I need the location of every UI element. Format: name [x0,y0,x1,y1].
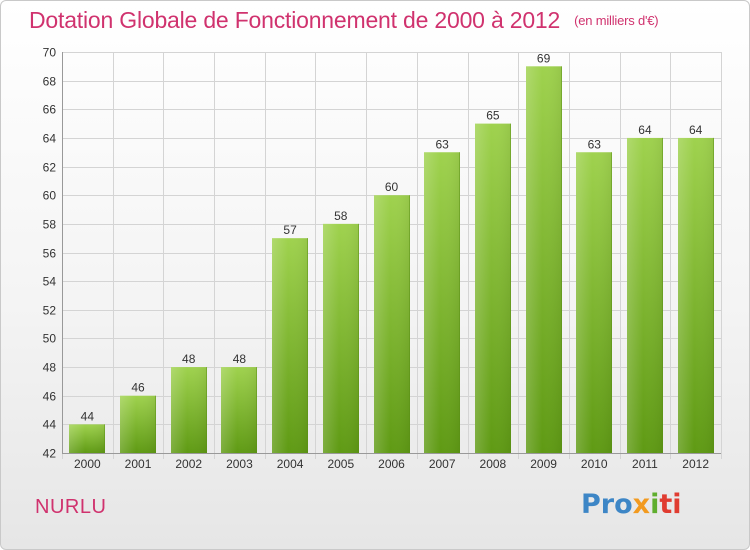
logo-part-3: i [650,489,660,520]
y-tick-label: 42 [43,447,57,461]
x-tick-label: 2010 [581,457,608,471]
y-tick-label: 68 [43,75,57,89]
data-label: 60 [385,180,399,194]
y-tick-label: 66 [43,103,57,117]
bar-shine [374,195,410,453]
data-label: 64 [638,123,652,137]
y-tick-label: 50 [43,332,57,346]
bar-shine [272,238,308,453]
bar-shine [475,123,511,453]
y-tick-label: 58 [43,218,57,232]
data-label: 65 [486,109,500,123]
data-label: 58 [334,209,348,223]
data-label: 63 [436,137,450,151]
bar-shine [424,152,460,453]
bar-shine [323,223,359,453]
bar-shine [576,152,612,453]
x-tick-label: 2001 [125,457,152,471]
bar-shine [69,424,105,453]
y-tick-label: 44 [43,418,57,432]
x-tick-label: 2011 [632,457,658,471]
data-label: 57 [283,223,297,237]
bar-layer [69,66,714,454]
x-tick-label: 2009 [530,457,557,471]
y-tick-label: 54 [43,275,57,289]
y-tick-label: 64 [43,132,57,146]
logo-part-2: x [632,489,651,520]
bar-shine [120,395,156,453]
y-tick-label: 70 [43,46,57,60]
y-tick-label: 56 [43,247,57,261]
proxiti-logo[interactable]: Proxiti [581,489,682,520]
x-tick-label: 2004 [277,457,304,471]
bar-shine [526,66,562,454]
bar-shine [678,137,714,453]
chart-unit: (en milliers d'€) [574,13,659,28]
label-layer: 44 2000 46 2001 48 2002 48 2003 57 2004 58 2005 60 20… [74,51,709,471]
x-tick-label: 2000 [74,457,101,471]
commune-name: NURLU [35,496,107,518]
data-label: 63 [588,137,602,151]
x-tick-label: 2003 [226,457,253,471]
y-tick-label: 62 [43,161,57,175]
y-tick-label: 60 [43,189,57,203]
bar-shine [221,367,257,453]
axis-layer: 42 44 46 48 50 52 54 56 58 60 62 64 66 68 70 [43,46,721,461]
bar-shine [627,137,663,453]
x-tick-label: 2006 [378,457,405,471]
y-tick-label: 48 [43,361,57,375]
y-tick-label: 52 [43,304,57,318]
data-label: 44 [81,409,95,423]
logo-part-1: Pro [581,489,633,520]
chart-title-text: Dotation Globale de Fonctionnement de 20… [29,7,561,33]
data-label: 64 [689,123,703,137]
data-label: 48 [233,352,247,366]
logo-part-4: ti [659,489,682,520]
y-tick-label: 46 [43,390,57,404]
x-tick-label: 2002 [175,457,202,471]
x-tick-label: 2007 [429,457,456,471]
data-label: 46 [131,381,145,395]
x-tick-label: 2008 [480,457,507,471]
data-label: 48 [182,352,196,366]
data-label: 69 [537,51,551,65]
x-tick-label: 2005 [327,457,354,471]
chart-title: Dotation Globale de Fonctionnement de 20… [29,7,659,34]
bar-shine [171,367,207,453]
x-tick-label: 2012 [682,457,709,471]
